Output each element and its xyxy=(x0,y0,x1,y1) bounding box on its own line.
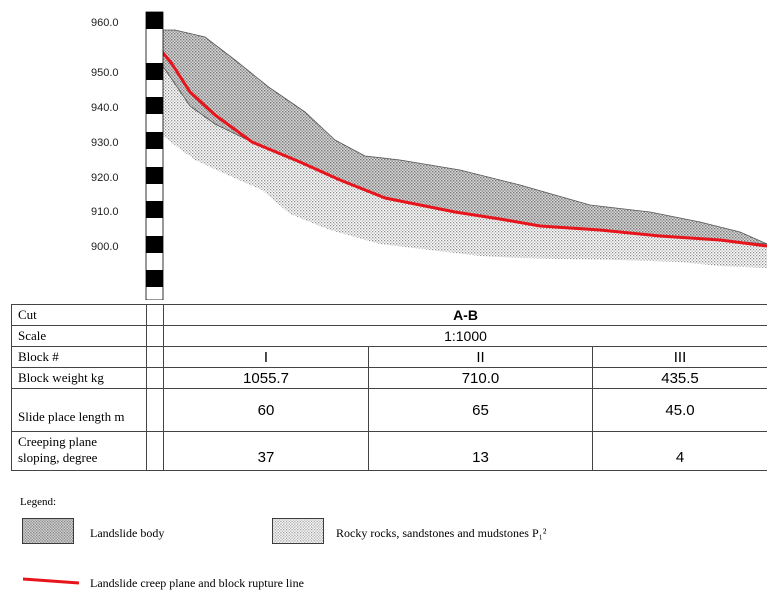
creep-line-swatch xyxy=(21,574,81,588)
cut-value: A-B xyxy=(164,305,767,326)
plane-slope: 4 xyxy=(593,432,767,471)
landslide-cross-section: 960.0 950.0 940.0 930.0 920.0 910.0 900.… xyxy=(0,0,767,300)
block-weight: 435.5 xyxy=(593,368,767,389)
elevation-scale-bar xyxy=(146,12,163,300)
table-row-block: Block # I II III xyxy=(12,347,767,368)
elevation-label: 930.0 xyxy=(91,137,119,149)
elevation-label: 910.0 xyxy=(91,206,119,218)
table-row-weight: Block weight kg 1055.7 710.0 435.5 xyxy=(12,368,767,389)
legend-creep-line-label: Landslide creep plane and block rupture … xyxy=(90,576,304,591)
slide-length: 65 xyxy=(369,389,593,432)
elevation-label: 960.0 xyxy=(91,17,119,29)
rocky-rocks-swatch xyxy=(271,518,325,544)
block-properties-table: Cut A-B Scale 1:1000 Block # I II III Bl… xyxy=(11,304,767,471)
table-row-sloping: Creeping plane sloping, degree 37 13 4 xyxy=(12,432,767,471)
block-id: I xyxy=(164,347,369,368)
row-label-cut: Cut xyxy=(12,305,147,326)
plane-slope: 13 xyxy=(369,432,593,471)
scale-value: 1:1000 xyxy=(164,326,767,347)
legend: Legend: Landslide body Rocky rocks, sand… xyxy=(18,496,758,590)
block-weight: 1055.7 xyxy=(164,368,369,389)
row-label-scale: Scale xyxy=(12,326,147,347)
creep-plane-line xyxy=(153,30,767,246)
row-label-weight: Block weight kg xyxy=(12,368,147,389)
row-label-block: Block # xyxy=(12,347,147,368)
legend-landslide-body-label: Landslide body xyxy=(90,526,164,541)
legend-rocky-rocks-label: Rocky rocks, sandstones and mudstones P₁… xyxy=(336,526,546,541)
elevation-label: 940.0 xyxy=(91,102,119,114)
legend-title: Legend: xyxy=(20,496,56,508)
row-label-length: Slide place length m xyxy=(12,389,147,432)
table-row-cut: Cut A-B xyxy=(12,305,767,326)
elevation-label: 950.0 xyxy=(91,67,119,79)
table-row-length: Slide place length m 60 65 45.0 xyxy=(12,389,767,432)
plane-slope: 37 xyxy=(164,432,369,471)
row-label-sloping-line1: Creeping plane xyxy=(18,434,146,450)
block-id: II xyxy=(369,347,593,368)
table-row-scale: Scale 1:1000 xyxy=(12,326,767,347)
slide-length: 60 xyxy=(164,389,369,432)
elevation-label: 900.0 xyxy=(91,241,119,253)
block-id: III xyxy=(593,347,767,368)
landslide-body-swatch xyxy=(21,518,75,544)
row-label-sloping-line2: sloping, degree xyxy=(18,450,146,466)
row-label-sloping: Creeping plane sloping, degree xyxy=(12,432,147,471)
elevation-label: 920.0 xyxy=(91,172,119,184)
block-weight: 710.0 xyxy=(369,368,593,389)
slide-length: 45.0 xyxy=(593,389,767,432)
